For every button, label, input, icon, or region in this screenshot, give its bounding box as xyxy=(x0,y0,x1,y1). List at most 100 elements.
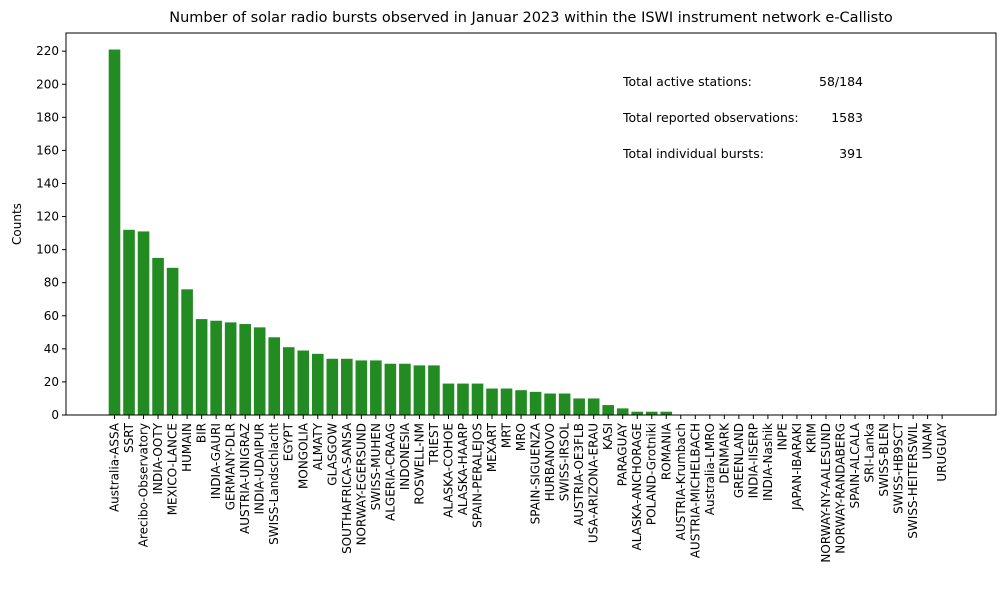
bar-INDIA-GAURI xyxy=(210,320,222,415)
x-tick-label: SPAIN-SIGUENZA xyxy=(529,422,543,524)
x-tick-label: INDIA-OOTY xyxy=(151,422,165,494)
x-tick-label: INPE xyxy=(775,423,789,450)
annotation-label: Total reported observations: xyxy=(622,110,799,125)
x-tick-label: MEXICO-LANCE xyxy=(166,423,180,515)
bar-MRT xyxy=(500,388,513,415)
bar-USA-ARIZONA-ERAU xyxy=(587,398,600,415)
bar-INDIA-UDAIPUR xyxy=(253,327,266,415)
x-tick-label: DENMARK xyxy=(717,422,731,484)
x-tick-label: KASI xyxy=(601,423,615,450)
bar-MONGOLIA xyxy=(297,350,310,415)
chart-title: Number of solar radio bursts observed in… xyxy=(169,10,893,26)
x-tick-label: USA-ARIZONA-ERAU xyxy=(587,423,601,543)
x-tick-label: ALASKA-COHOE xyxy=(441,423,455,518)
y-tick-label: 220 xyxy=(36,44,59,58)
x-tick-label: GLASGOW xyxy=(325,423,339,486)
y-tick-label: 40 xyxy=(44,342,59,356)
x-tick-label: MEXART xyxy=(485,422,499,472)
x-tick-label: NORWAY-RANDABERG xyxy=(834,423,848,554)
x-tick-label: BIR xyxy=(195,423,209,443)
x-tick-label: POLAND-Grotniki xyxy=(645,423,659,525)
bar-GLASGOW xyxy=(326,358,339,415)
x-tick-label: ALGERIA-CRAAG xyxy=(383,423,397,521)
bar-SWISS-MUHEN xyxy=(370,360,382,415)
x-tick-label: SSRT xyxy=(122,422,136,453)
x-tick-label: UNAM xyxy=(921,423,935,459)
y-tick-label: 80 xyxy=(44,276,59,290)
x-tick-label: SPAIN-PERALEJOS xyxy=(471,423,485,528)
x-tick-label: GERMANY-DLR xyxy=(224,423,238,510)
x-tick-label: SOUTHAFRICA-SANSA xyxy=(340,422,354,554)
bar-SWISS-IRSOL xyxy=(558,393,571,415)
x-tick-label: MRO xyxy=(514,423,528,451)
bar-ALASKA-COHOE xyxy=(442,383,455,415)
bar-SWISS-Landschlacht xyxy=(268,337,281,415)
bar-HURBANOVO xyxy=(544,393,556,415)
x-tick-label: PARAGUAY xyxy=(616,422,630,486)
bar-EGYPT xyxy=(282,347,295,415)
bar-PARAGUAY xyxy=(616,408,629,415)
bar-POLAND-Grotniki xyxy=(645,411,658,415)
bar-Australia-ASSA xyxy=(108,49,121,415)
y-tick-label: 120 xyxy=(36,210,59,224)
bar-AUSTRIA-UNIGRAZ xyxy=(239,324,251,415)
x-tick-label: INDIA-Nashik xyxy=(761,423,775,501)
bar-HUMAIN xyxy=(181,289,193,415)
x-axis: Australia-ASSA SSRT Arecibo-Observatory IND… xyxy=(108,415,949,563)
bar-SPAIN-PERALEJOS xyxy=(471,383,484,415)
bar-SPAIN-SIGUENZA xyxy=(529,391,542,415)
y-tick-label: 100 xyxy=(36,243,59,257)
x-tick-label: HUMAIN xyxy=(180,423,194,472)
bar-ALMATY xyxy=(311,353,324,415)
bars-group xyxy=(108,49,673,415)
plot-frame xyxy=(65,32,997,416)
y-axis: 0 20 40 60 80 100 120 140 160 180 200 220 xyxy=(36,44,66,422)
bar-ROMANIA xyxy=(660,411,673,415)
bar-Arecibo-Observatory xyxy=(137,231,150,415)
bar-ROSWELL-NM xyxy=(413,365,426,415)
y-tick-label: 60 xyxy=(44,309,59,323)
y-tick-label: 200 xyxy=(36,77,59,91)
annotation-value: 391 xyxy=(839,146,863,161)
x-tick-label: KRIM xyxy=(804,423,818,453)
annotation-label: Total individual bursts: xyxy=(622,146,764,161)
y-axis-label: Counts xyxy=(10,203,24,245)
annotation-value: 1583 xyxy=(831,110,863,125)
x-tick-label: ALMATY xyxy=(311,422,325,470)
bar-MEXICO-LANCE xyxy=(166,267,179,415)
x-tick-label: ALASKA-ANCHORAGE xyxy=(630,423,644,550)
y-tick-label: 20 xyxy=(44,375,59,389)
bar-ALASKA-ANCHORAGE xyxy=(631,411,644,415)
annotation-label: Total active stations: xyxy=(622,74,752,89)
bar-NORWAY-EGERSUND xyxy=(355,360,368,415)
bar-ALGERIA-CRAAG xyxy=(384,363,397,415)
x-tick-label: JAPAN-IBARAKI xyxy=(790,423,804,511)
bar-TRIEST xyxy=(428,365,440,415)
y-tick-label: 160 xyxy=(36,143,59,157)
x-tick-label: NORWAY-NY-AALESUND xyxy=(819,423,833,563)
x-tick-label: INDIA-IISERP xyxy=(746,423,760,498)
y-tick-label: 180 xyxy=(36,110,59,124)
x-tick-label: SRI-Lanka xyxy=(863,423,877,483)
x-tick-label: MRT xyxy=(500,422,514,448)
bar-AUSTRIA-OE3FLB xyxy=(573,398,585,415)
x-tick-label: GREENLAND xyxy=(732,423,746,498)
bar-SSRT xyxy=(123,229,135,415)
bar-ALASKA-HAARP xyxy=(457,383,469,415)
x-tick-label: MONGOLIA xyxy=(296,422,310,489)
bar-MEXART xyxy=(486,388,498,415)
x-tick-label: Australia-LMRO xyxy=(703,423,717,515)
bar-SOUTHAFRICA-SANSA xyxy=(341,358,353,415)
bar-GERMANY-DLR xyxy=(224,322,237,415)
x-tick-label: SWISS-IRSOL xyxy=(558,423,572,502)
bar-MRO xyxy=(515,390,527,415)
x-tick-label: INDIA-GAURI xyxy=(209,423,223,499)
x-tick-label: NORWAY-EGERSUND xyxy=(354,423,368,545)
x-tick-label: SWISS-HEITERSWIL xyxy=(906,423,920,539)
annotation-value: 58/184 xyxy=(819,74,863,89)
x-tick-label: Arecibo-Observatory xyxy=(137,423,151,547)
bar-BIR xyxy=(195,319,208,415)
annotations-group: Total active stations: 58/184 Total report… xyxy=(622,74,863,161)
y-tick-label: 0 xyxy=(51,408,59,422)
